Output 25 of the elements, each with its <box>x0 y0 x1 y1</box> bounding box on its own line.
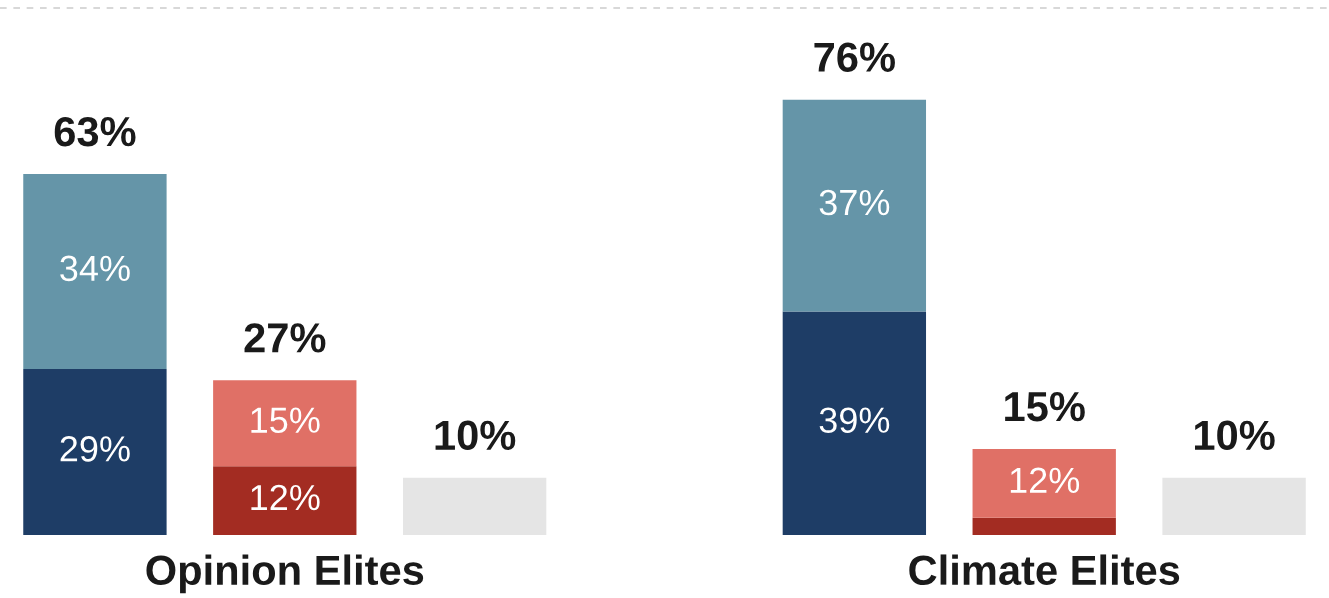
bar <box>213 380 357 467</box>
total-label: 15% <box>1005 391 1085 422</box>
data-label: 39% <box>819 407 890 433</box>
bar <box>782 99 927 312</box>
data-label: 12% <box>1010 467 1080 493</box>
data-label: 12% <box>251 484 320 511</box>
bar <box>972 449 1116 518</box>
total-label: 63% <box>54 116 136 147</box>
data-label: 37% <box>819 189 890 216</box>
bar <box>23 368 167 535</box>
total-label: 76% <box>814 42 895 72</box>
bar <box>1162 477 1306 535</box>
bar <box>402 477 547 535</box>
data-label: 34% <box>60 255 130 282</box>
data-label: 29% <box>60 436 130 462</box>
total-label: 10% <box>1195 420 1275 451</box>
bar <box>782 311 927 535</box>
x-tick-label: Opinion Elites <box>146 554 424 594</box>
x-tick-label: Climate Elites <box>909 554 1180 586</box>
total-label: 27% <box>244 323 326 353</box>
bar <box>213 466 357 535</box>
data-label: 15% <box>251 407 320 433</box>
total-label: 10% <box>435 420 516 451</box>
bar <box>23 174 167 369</box>
bar <box>972 517 1116 535</box>
